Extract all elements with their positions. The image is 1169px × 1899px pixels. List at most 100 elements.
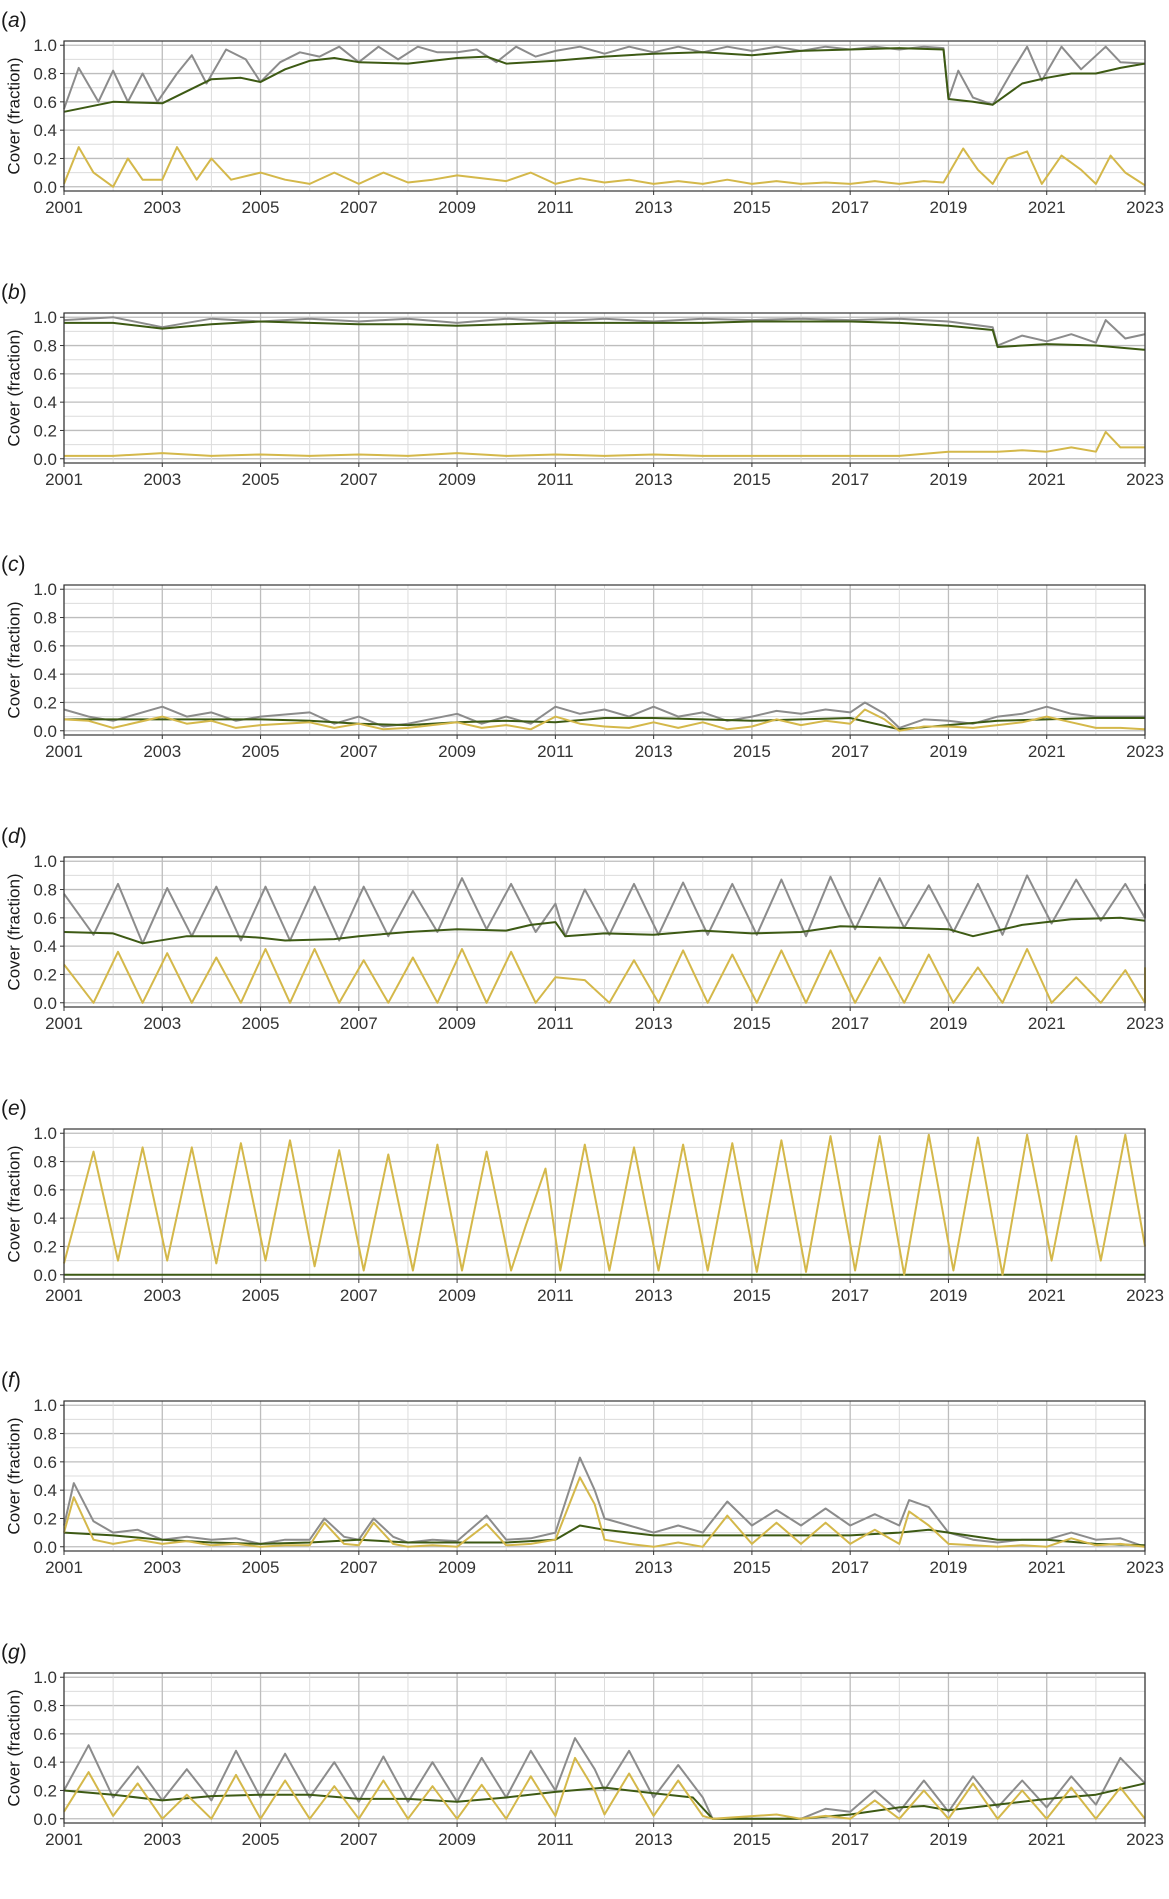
series-line-2 bbox=[63, 1782, 1146, 1820]
series-line-3 bbox=[63, 708, 1146, 732]
x-tick-label: 2021 bbox=[1028, 742, 1066, 761]
gridlines bbox=[63, 41, 1146, 191]
x-tick-label: 2001 bbox=[45, 1830, 83, 1849]
x-tick-label: 2009 bbox=[438, 198, 476, 217]
series-line-1 bbox=[63, 45, 1146, 110]
y-tick-label: 0.2 bbox=[33, 1781, 57, 1800]
x-tick-label: 2011 bbox=[537, 1014, 574, 1033]
y-axis-title: Cover (fraction) bbox=[4, 329, 23, 446]
y-tick-label: 0.8 bbox=[33, 609, 57, 628]
y-tick-label: 1.0 bbox=[33, 1396, 57, 1415]
y-axis-title: Cover (fraction) bbox=[4, 1417, 23, 1534]
panel-label: (a) bbox=[1, 9, 27, 32]
panel-d: 0.0 0.2 0.4 0.6 0.8 1.0 2001 2003 2005 2007 2009 20… bbox=[1, 825, 1164, 1033]
x-tick-label: 2005 bbox=[242, 198, 280, 217]
x-tick-label: 2009 bbox=[438, 1830, 476, 1849]
x-tick-label: 2009 bbox=[438, 742, 476, 761]
x-tick-label: 2013 bbox=[635, 198, 673, 217]
y-axis-title: Cover (fraction) bbox=[4, 1689, 23, 1806]
gridlines bbox=[63, 313, 1146, 463]
y-tick-label: 0.4 bbox=[33, 121, 57, 140]
panel-label: (e) bbox=[1, 1097, 27, 1120]
x-tick-label: 2019 bbox=[930, 198, 968, 217]
y-tick-label: 0.0 bbox=[33, 722, 57, 741]
gridlines bbox=[63, 1401, 1146, 1551]
x-tick-label: 2001 bbox=[45, 470, 83, 489]
series-line-1 bbox=[63, 874, 1146, 945]
x-tick-label: 2013 bbox=[635, 1286, 673, 1305]
x-tick-label: 2013 bbox=[635, 470, 673, 489]
x-tick-label: 2013 bbox=[635, 1558, 673, 1577]
y-tick-label: 0.2 bbox=[33, 965, 57, 984]
x-tick-label: 2007 bbox=[340, 742, 378, 761]
plot-border bbox=[63, 1400, 1146, 1552]
panel-a: 0.0 0.2 0.4 0.6 0.8 1.0 2001 2003 2005 2007 2009 20… bbox=[1, 9, 1164, 217]
panel-c: 0.0 0.2 0.4 0.6 0.8 1.0 2001 2003 2005 2007 2009 20… bbox=[1, 553, 1164, 761]
x-tick-label: 2013 bbox=[635, 1014, 673, 1033]
x-tick-label: 2001 bbox=[45, 1014, 83, 1033]
x-tick-label: 2021 bbox=[1028, 198, 1066, 217]
series-line-2 bbox=[64, 320, 1146, 351]
panel-label: (f) bbox=[1, 1369, 21, 1392]
series-line-3 bbox=[64, 430, 1145, 457]
x-tick-label: 2013 bbox=[635, 1830, 673, 1849]
x-tick-label: 2011 bbox=[537, 1830, 574, 1849]
x-tick-label: 2017 bbox=[831, 1286, 869, 1305]
y-tick-label: 0.4 bbox=[33, 393, 57, 412]
panel-label: (g) bbox=[1, 1641, 27, 1664]
y-tick-label: 0.8 bbox=[33, 1425, 57, 1444]
x-tick-label: 2019 bbox=[930, 1558, 968, 1577]
x-tick-label: 2021 bbox=[1028, 470, 1066, 489]
y-tick-label: 0.4 bbox=[33, 937, 57, 956]
x-tick-label: 2017 bbox=[831, 198, 869, 217]
x-tick-label: 2011 bbox=[537, 742, 574, 761]
x-tick-label: 2007 bbox=[340, 1014, 378, 1033]
x-tick-label: 2003 bbox=[143, 470, 181, 489]
y-tick-label: 0.8 bbox=[33, 1697, 57, 1716]
series-line-3 bbox=[63, 1476, 1146, 1548]
x-tick-label: 2009 bbox=[438, 1014, 476, 1033]
panel-b: 0.0 0.2 0.4 0.6 0.8 1.0 2001 2003 2005 2007 2009 20… bbox=[1, 281, 1164, 489]
y-tick-label: 0.0 bbox=[33, 1538, 57, 1557]
x-tick-label: 2019 bbox=[930, 1286, 968, 1305]
plot-border bbox=[63, 856, 1146, 1008]
x-tick-label: 2023 bbox=[1126, 1014, 1164, 1033]
x-tick-label: 2019 bbox=[930, 742, 968, 761]
x-tick-label: 2011 bbox=[537, 470, 574, 489]
x-tick-label: 2005 bbox=[242, 1558, 280, 1577]
y-tick-label: 0.8 bbox=[33, 881, 57, 900]
y-axis-title: Cover (fraction) bbox=[4, 873, 23, 990]
x-tick-label: 2017 bbox=[831, 1558, 869, 1577]
x-tick-label: 2023 bbox=[1126, 198, 1164, 217]
x-tick-label: 2003 bbox=[143, 1830, 181, 1849]
x-tick-label: 2009 bbox=[438, 1558, 476, 1577]
plot-border bbox=[63, 1128, 1146, 1280]
y-tick-label: 0.6 bbox=[33, 637, 57, 656]
x-tick-label: 2009 bbox=[438, 470, 476, 489]
y-tick-label: 0.0 bbox=[33, 450, 57, 469]
x-tick-label: 2003 bbox=[143, 1014, 181, 1033]
plot-border bbox=[63, 1672, 1146, 1824]
x-tick-label: 2001 bbox=[45, 742, 83, 761]
x-tick-label: 2023 bbox=[1126, 1830, 1164, 1849]
x-tick-label: 2017 bbox=[831, 1830, 869, 1849]
y-tick-label: 0.2 bbox=[33, 149, 57, 168]
series-line-1 bbox=[63, 316, 1146, 347]
y-tick-label: 0.8 bbox=[33, 1153, 57, 1172]
y-tick-label: 0.2 bbox=[33, 1509, 57, 1528]
x-tick-label: 2009 bbox=[438, 1286, 476, 1305]
panel-e: 0.0 0.2 0.4 0.6 0.8 1.0 2001 2003 2005 2007 2009 20… bbox=[1, 1097, 1164, 1305]
x-tick-label: 2019 bbox=[930, 470, 968, 489]
x-tick-label: 2003 bbox=[143, 1286, 181, 1305]
series-line-1 bbox=[63, 1456, 1146, 1548]
panel-label: (d) bbox=[1, 825, 27, 848]
y-tick-label: 1.0 bbox=[33, 36, 57, 55]
series-line-3 bbox=[63, 146, 1146, 188]
x-tick-label: 2001 bbox=[45, 1558, 83, 1577]
x-tick-label: 2015 bbox=[733, 1830, 771, 1849]
y-tick-label: 0.0 bbox=[33, 178, 57, 197]
plot-border bbox=[63, 312, 1146, 464]
y-tick-label: 0.0 bbox=[33, 994, 57, 1013]
series-line-1 bbox=[63, 1737, 1146, 1820]
